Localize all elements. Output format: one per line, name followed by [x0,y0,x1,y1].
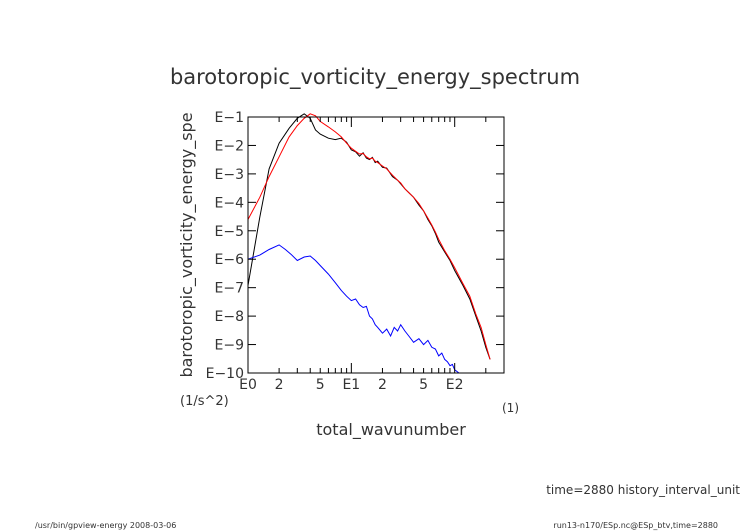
x-tick-label: 5 [419,377,428,393]
y-axis-unit: (1/s^2) [180,394,229,409]
series-3-line [247,244,460,374]
source-label: run13-n170/ESp.nc@ESp_btv,time=2880 [553,521,718,530]
series-2-line [247,113,491,360]
x-tick-label: 2 [275,377,284,393]
series-1-line [247,113,491,360]
program-label: /usr/bin/gpview-energy 2008-03-06 [35,521,176,530]
x-tick-label: E0 [239,377,257,393]
x-axis-label: total_wavunumber [316,420,466,440]
x-tick-labels: E0 2 5 E1 2 5 E2 [239,377,463,393]
y-tick-label: E−1 [215,110,244,126]
y-tick-label: E−6 [215,252,245,268]
chart-title: barotoropic_vorticity_energy_spectrum [170,65,580,90]
y-tick-label: E−5 [215,224,244,240]
y-tick-label: E−10 [206,366,244,382]
x-tick-label: E1 [342,377,360,393]
plot-curves [247,113,491,374]
y-tick-label: E−4 [215,195,245,211]
x-tick-label: E2 [446,377,464,393]
x-tick-label: 5 [316,377,325,393]
y-tick-label: E−2 [215,138,244,154]
y-axis-label: barotoropic_vorticity_energy_spe [177,112,197,377]
y-tick-label: E−9 [215,338,244,354]
y-tick-label: E−3 [215,167,244,183]
y-tick-label: E−7 [215,281,244,297]
time-label: time=2880 history_interval_unit [546,483,740,497]
x-axis-unit: (1) [502,401,519,415]
plot-frame [247,116,505,374]
y-tick-label: E−8 [215,309,244,325]
x-tick-label: 2 [378,377,387,393]
axis-ticks [247,116,505,374]
y-tick-labels: E−1 E−2 E−3 E−4 E−5 E−6 E−7 E−8 E−9 E−10 [206,110,244,382]
